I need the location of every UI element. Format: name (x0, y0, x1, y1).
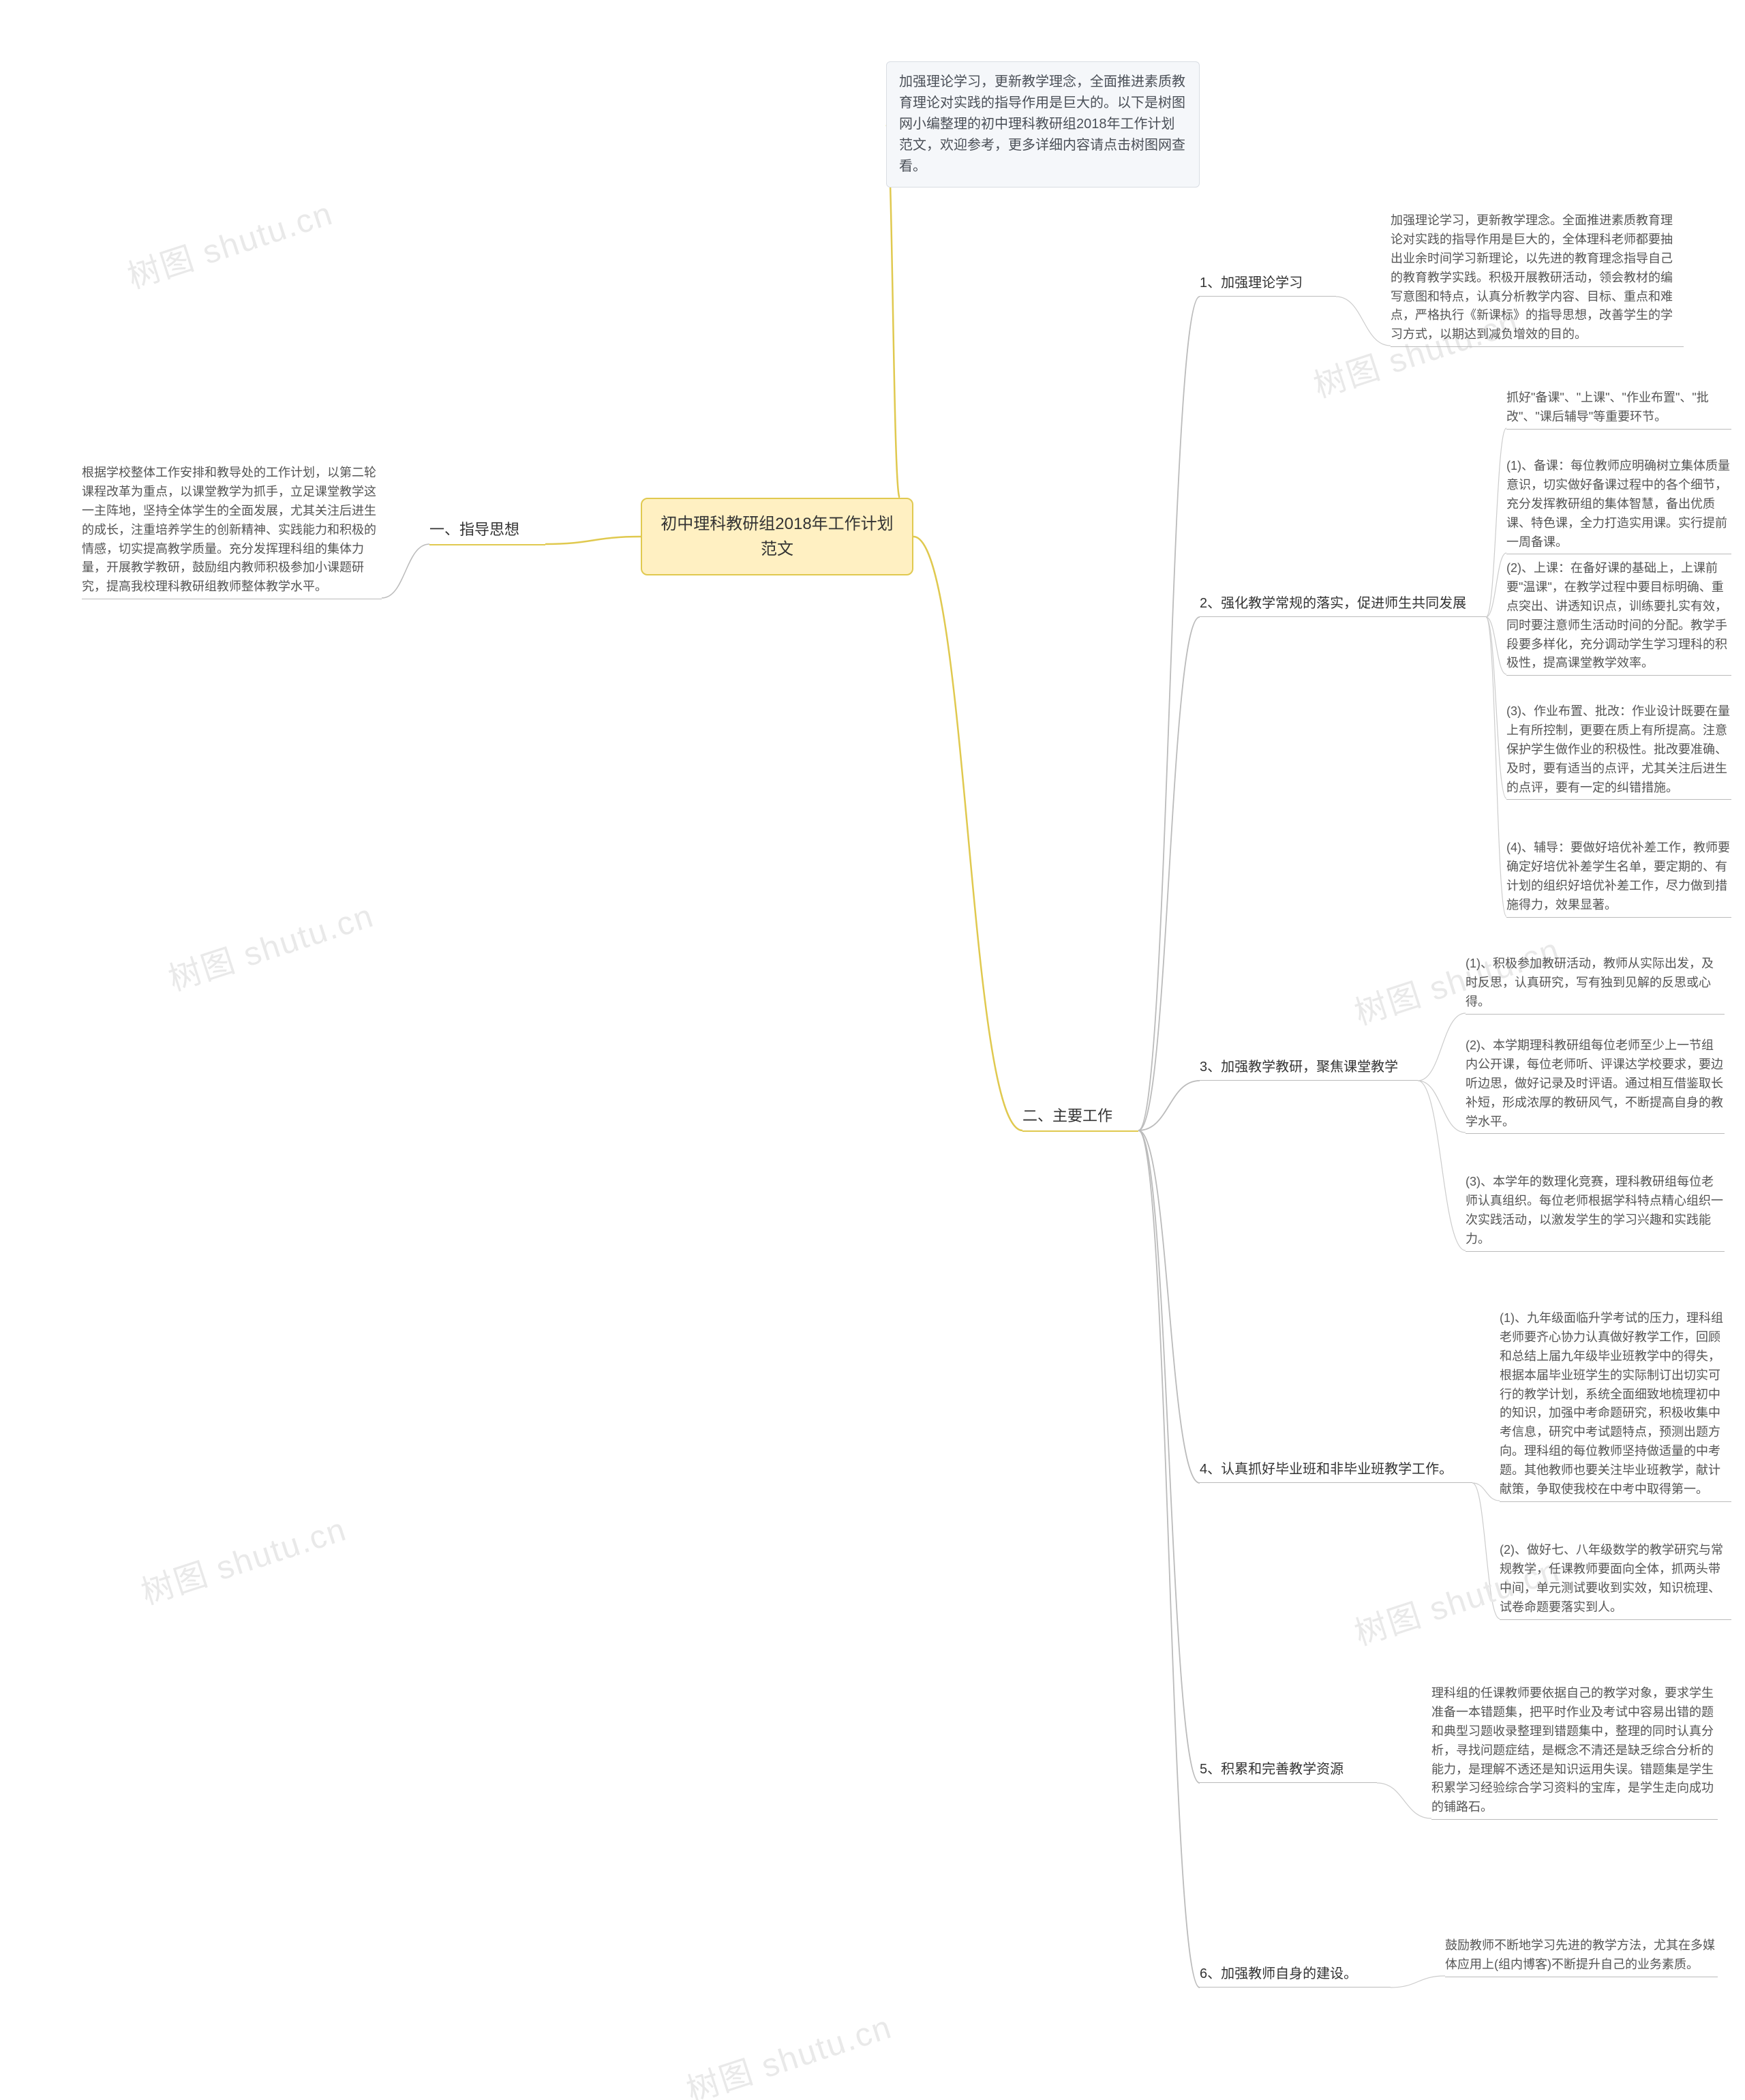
sub-b2c3: 3、加强教学教研，聚焦课堂教学 (1200, 1057, 1418, 1078)
sub-b2c2: 2、强化教学常规的落实，促进师生共同发展 (1200, 593, 1486, 614)
leaf-b2c2-1: (1)、备课：每位教师应明确树立集体质量意识，切实做好备课过程中的各个细节，充分… (1506, 457, 1731, 552)
leaf-b2c4-0: (1)、九年级面临升学考试的压力，理科组老师要齐心协力认真做好教学工作，回顾和总… (1500, 1309, 1731, 1499)
watermark: 树图 shutu.cn (134, 1502, 352, 1613)
branch-b1: 一、指导思想 (429, 518, 545, 541)
root-node: 初中理科教研组2018年工作计划范文 (641, 498, 913, 575)
sub-b2c4: 4、认真抓好毕业班和非毕业班教学工作。 (1200, 1459, 1472, 1480)
sub-b2c5: 5、积累和完善教学资源 (1200, 1759, 1377, 1780)
leaf-b2c2-4: (4)、辅导：要做好培优补差工作，教师要确定好培优补差学生名单，要定期的、有计划… (1506, 839, 1731, 915)
watermark: 树图 shutu.cn (162, 888, 379, 1000)
leaf-b2c3-2: (3)、本学年的数理化竞赛，理科教研组每位老师认真组织。每位老师根据学科特点精心… (1466, 1173, 1725, 1249)
mindmap-canvas: 树图 shutu.cn 树图 shutu.cn 树图 shutu.cn 树图 shut… (0, 0, 1745, 2100)
leaf-b2c5-0: 理科组的任课教师要依据自己的教学对象，要求学生准备一本错题集，把平时作业及考试中… (1431, 1684, 1718, 1817)
leaf-b2c2-0: 抓好"备课"、"上课"、"作业布置"、"批改"、"课后辅导"等重要环节。 (1506, 389, 1731, 427)
leaf-b1-0: 根据学校整体工作安排和教导处的工作计划，以第二轮课程改革为重点，以课堂教学为抓手… (82, 464, 382, 597)
leaf-b2c1-0: 加强理论学习，更新教学理念。全面推进素质教育理论对实践的指导作用是巨大的，全体理… (1391, 211, 1684, 344)
branch-b2: 二、主要工作 (1022, 1105, 1138, 1128)
leaf-b2c2-3: (3)、作业布置、批改：作业设计既要在量上有所控制，更要在质上有所提高。注意保护… (1506, 702, 1731, 797)
leaf-b2c4-1: (2)、做好七、八年级数学的教学研究与常规教学，任课教师要面向全体，抓两头带中间… (1500, 1541, 1731, 1617)
watermark: 树图 shutu.cn (121, 186, 338, 297)
leaf-b2c3-1: (2)、本学期理科教研组每位老师至少上一节组内公开课，每位老师听、评课达学校要求… (1466, 1036, 1725, 1131)
leaf-b2c3-0: (1)、积极参加教研活动，教师从实际出发，及时反思，认真研究，写有独到见解的反思… (1466, 955, 1725, 1012)
sub-b2c6: 6、加强教师自身的建设。 (1200, 1964, 1391, 1985)
sub-b2c1: 1、加强理论学习 (1200, 273, 1336, 294)
intro-node: 加强理论学习，更新教学理念，全面推进素质教育理论对实践的指导作用是巨大的。以下是… (886, 61, 1200, 188)
leaf-b2c2-2: (2)、上课：在备好课的基础上，上课前要"温课"，在教学过程中要目标明确、重点突… (1506, 559, 1731, 673)
leaf-b2c6-0: 鼓励教师不断地学习先进的教学方法，尤其在多媒体应用上(组内博客)不断提升自己的业… (1445, 1936, 1718, 1975)
watermark: 树图 shutu.cn (680, 2000, 897, 2100)
